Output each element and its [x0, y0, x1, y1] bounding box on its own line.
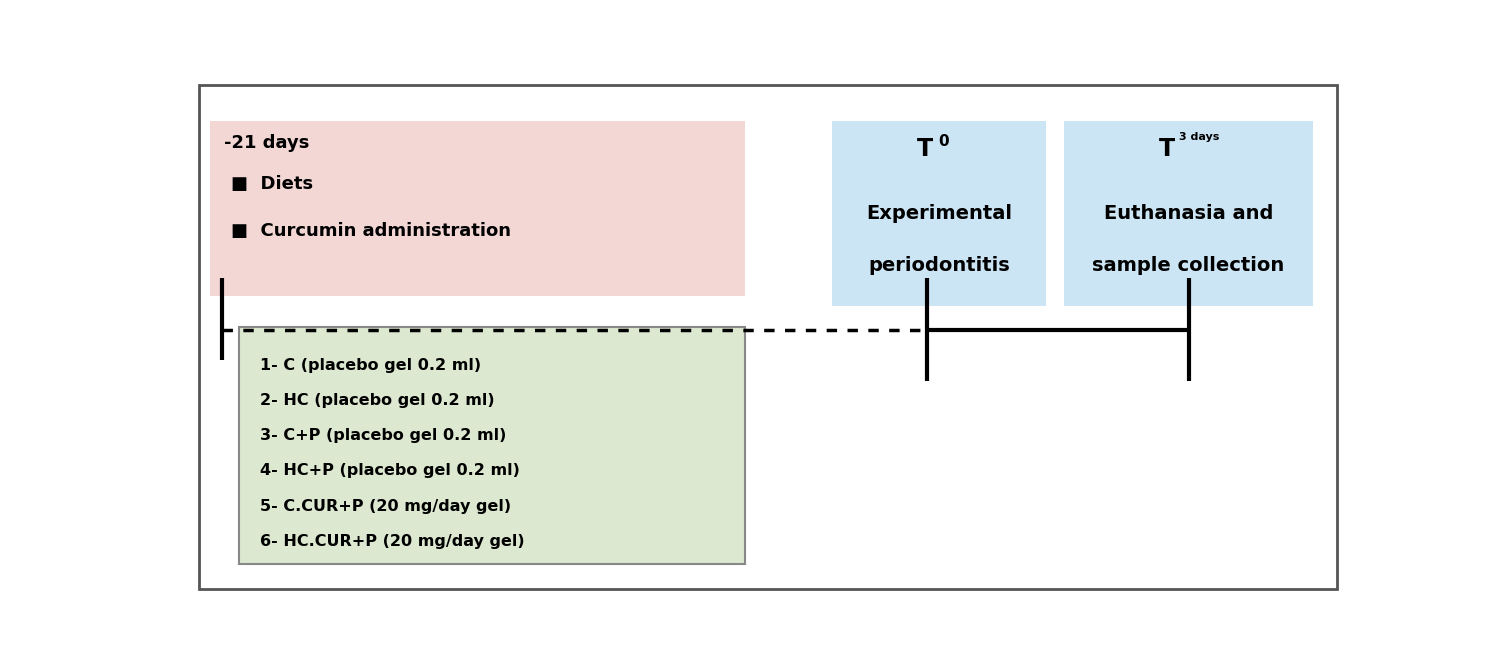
Text: 3- C+P (placebo gel 0.2 ml): 3- C+P (placebo gel 0.2 ml) [261, 428, 506, 443]
Text: 6- HC.CUR+P (20 mg/day gel): 6- HC.CUR+P (20 mg/day gel) [261, 534, 524, 548]
FancyBboxPatch shape [1064, 122, 1314, 307]
Text: 2- HC (placebo gel 0.2 ml): 2- HC (placebo gel 0.2 ml) [261, 393, 494, 408]
Text: sample collection: sample collection [1092, 257, 1285, 275]
FancyBboxPatch shape [831, 122, 1046, 307]
Text: Experimental: Experimental [866, 204, 1013, 223]
FancyBboxPatch shape [240, 327, 745, 564]
Text: periodontitis: periodontitis [867, 257, 1010, 275]
Text: -21 days: -21 days [225, 134, 310, 152]
Text: ■  Diets: ■ Diets [231, 175, 313, 193]
Text: 0: 0 [938, 134, 948, 149]
Text: 1- C (placebo gel 0.2 ml): 1- C (placebo gel 0.2 ml) [261, 358, 481, 373]
Text: T: T [917, 137, 933, 161]
Text: ■  Curcumin administration: ■ Curcumin administration [231, 222, 511, 240]
FancyBboxPatch shape [210, 122, 745, 296]
Text: T: T [1158, 137, 1174, 161]
FancyBboxPatch shape [199, 86, 1336, 589]
Text: 3 days: 3 days [1179, 132, 1219, 142]
Text: 4- HC+P (placebo gel 0.2 ml): 4- HC+P (placebo gel 0.2 ml) [261, 464, 520, 478]
Text: Euthanasia and: Euthanasia and [1104, 204, 1273, 223]
Text: 5- C.CUR+P (20 mg/day gel): 5- C.CUR+P (20 mg/day gel) [261, 498, 511, 514]
